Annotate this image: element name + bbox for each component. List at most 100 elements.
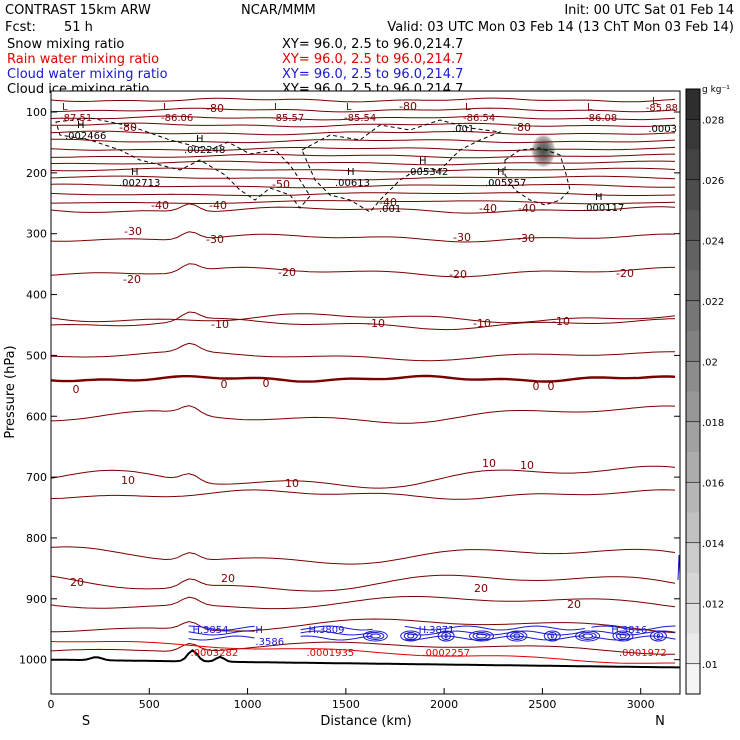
cloud-water-contour <box>591 625 676 631</box>
isotherm-label: -10 <box>367 317 385 330</box>
snow-max-marker: H <box>595 192 603 203</box>
colorbar-segment <box>686 603 700 634</box>
rain-max-value: .0001935 <box>306 648 354 659</box>
colorbar-tick-label: .022 <box>702 297 724 308</box>
snow-max-marker: H <box>419 156 427 167</box>
plot-area <box>51 91 680 694</box>
y-tick-label: 1000 <box>19 654 47 667</box>
plot-frame <box>50 90 681 695</box>
isotherm-line <box>51 311 675 331</box>
snow-max-value: .002248 <box>184 145 225 156</box>
colorbar-segment <box>686 89 700 120</box>
cloud-water-cell <box>653 632 664 640</box>
colorbar-segment <box>686 149 700 180</box>
isotherm-label: 0 <box>263 377 270 390</box>
colorbar-tick-label: .018 <box>702 418 724 429</box>
isotherm-label: 20 <box>221 572 235 585</box>
valid-time: Valid: 03 UTC Mon 03 Feb 14 (13 ChT Mon … <box>387 20 734 35</box>
snow-max-value: .000117 <box>583 203 624 214</box>
isotherm-line <box>51 183 675 189</box>
isotherm-line <box>51 115 676 121</box>
model-title: CONTRAST 15km ARW <box>5 3 151 18</box>
zero-isotherm <box>51 374 676 383</box>
temp-min-marker: L <box>62 102 68 113</box>
colorbar-segment <box>686 633 700 664</box>
cloud-water-cell <box>619 633 627 639</box>
snow-contour-label: .0003 <box>648 124 677 135</box>
y-tick-label: 800 <box>26 532 47 545</box>
snow-contour <box>301 119 502 213</box>
snow-contour-label: .001 <box>379 204 401 215</box>
snow-contour <box>504 147 571 206</box>
isotherm-label: -40 <box>479 202 497 215</box>
rain-max-value: .0002257 <box>422 648 470 659</box>
isotherm-label: 20 <box>474 582 488 595</box>
cloud-water-cell <box>543 630 561 642</box>
cloud-water-max-marker: H <box>255 625 263 636</box>
x-axis-label: Distance (km) <box>320 714 411 729</box>
field-xy: XY= 96.0, 2.5 to 96.0,214.7 <box>282 37 463 52</box>
colorbar-segment <box>686 482 700 513</box>
isotherm-label: 20 <box>70 576 84 589</box>
field-xy: XY= 96.0, 2.5 to 96.0,214.7 <box>282 67 463 82</box>
snow-max-marker: H <box>131 167 139 178</box>
colorbar-tick-label: .028 <box>702 115 724 126</box>
cloud-water-cell <box>468 630 494 642</box>
isotherm-line <box>51 574 676 592</box>
colorbar-segment <box>686 421 700 452</box>
isotherm-label: 10 <box>520 459 534 472</box>
snow-max-value: .005342 <box>407 167 448 178</box>
y-tick-label: 500 <box>26 349 47 362</box>
isotherm-line <box>51 405 676 424</box>
cloud-water-contours <box>188 554 680 642</box>
snow-max-value: .002466 <box>65 131 106 142</box>
temp-min-marker: L <box>465 102 471 113</box>
rain-max-value: .0003282 <box>190 648 238 659</box>
cloud-water-cell <box>444 633 448 639</box>
y-tick-label: 900 <box>26 593 47 606</box>
cloud-water-cell <box>578 632 597 640</box>
snow-contour-label: .001 <box>452 124 474 135</box>
x-tick-label: 2500 <box>528 698 556 711</box>
isotherm-line <box>51 153 675 159</box>
isotherm-label: -30 <box>124 225 142 238</box>
y-tick-label: 100 <box>26 106 47 119</box>
isotherm-label: -30 <box>206 233 224 246</box>
cloud-water-contour <box>300 635 373 641</box>
isotherm-label: -20 <box>123 273 141 286</box>
isotherm-line <box>51 97 676 103</box>
isotherm-label: -40 <box>379 196 397 209</box>
temp-min-marker: L <box>274 102 280 113</box>
cloud-water-cell <box>472 632 491 640</box>
cloud-water-max-value: .3586 <box>255 637 284 648</box>
isotherm-line <box>51 641 675 655</box>
colorbar-tick-label: .01 <box>702 660 718 671</box>
isotherm-label: -30 <box>453 231 471 244</box>
y-tick-label: 700 <box>26 471 47 484</box>
x-tick-label: 500 <box>139 698 160 711</box>
isotherm-line <box>51 192 676 197</box>
colorbar-segment <box>686 270 700 301</box>
colorbar-tick-label: .026 <box>702 176 724 187</box>
x-tick-label: 1000 <box>234 698 262 711</box>
isotherm-label: 0 <box>221 378 228 391</box>
cloud-water-cell <box>400 630 422 642</box>
temp-min-marker: L <box>163 102 169 113</box>
snow-max-value: .005257 <box>485 178 526 189</box>
colorbar-segment <box>686 240 700 271</box>
temp-min-value: -86.06 <box>161 113 193 124</box>
colorbar-tick-label: .02 <box>702 357 718 368</box>
colorbar-tick-label: .012 <box>702 599 724 610</box>
isotherm-label: 0 <box>73 383 80 396</box>
isotherm-line <box>51 107 676 113</box>
colorbar: .01 .012 .014 .016 .018 .02 .022 .024 .026 .028 g … <box>685 85 730 695</box>
temp-min-value: -85.54 <box>344 113 376 124</box>
colorbar-frame <box>685 88 701 695</box>
terrain-line <box>51 649 680 669</box>
cloud-water-cell <box>582 633 594 639</box>
temp-min-value: -86.08 <box>585 113 617 124</box>
cloud-water-cell <box>437 630 455 642</box>
fcst-value: 51 h <box>64 20 93 35</box>
colorbar-segment <box>686 573 700 604</box>
